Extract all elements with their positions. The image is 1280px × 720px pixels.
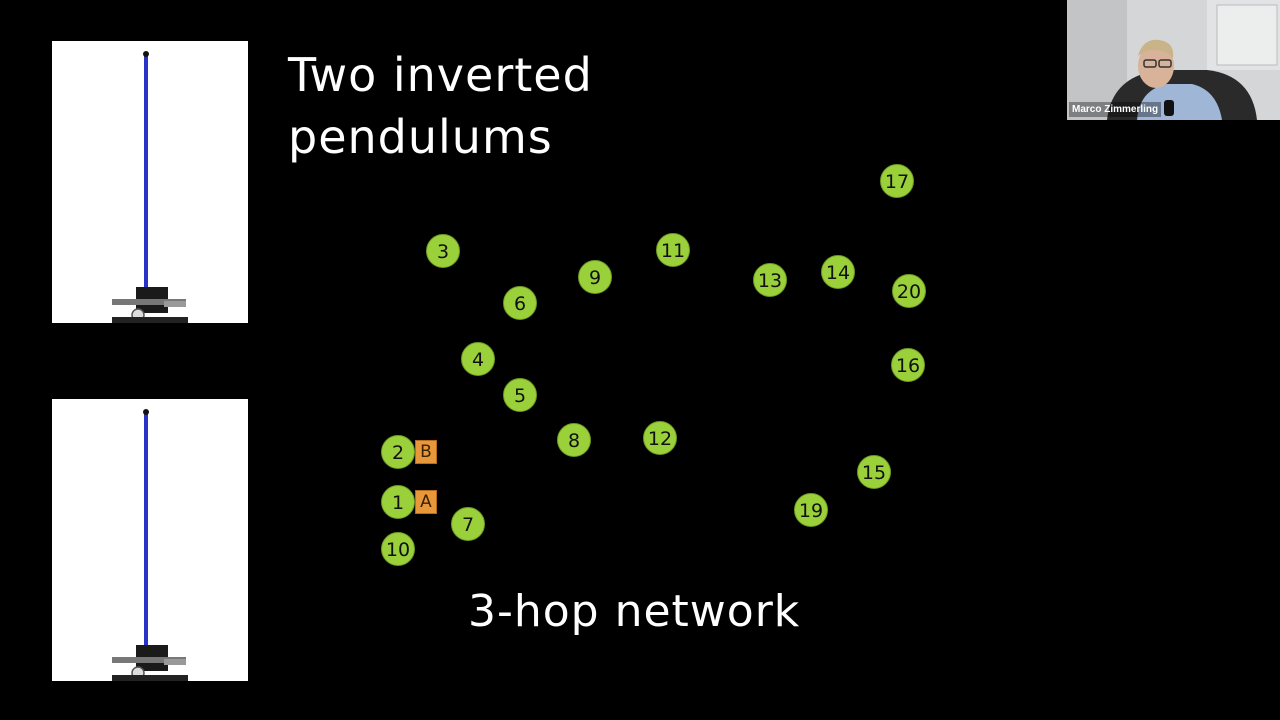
network-node: 1 (381, 485, 415, 519)
pendulum-tag-b: B (415, 440, 437, 464)
participant-video[interactable]: Marco Zimmerling (1067, 0, 1280, 120)
network-node: 7 (451, 507, 485, 541)
network-node: 19 (794, 493, 828, 527)
network-node: 6 (503, 286, 537, 320)
network-node: 10 (381, 532, 415, 566)
network-node: 2 (381, 435, 415, 469)
network-node: 9 (578, 260, 612, 294)
network-node: 13 (753, 263, 787, 297)
network-node: 14 (821, 255, 855, 289)
network-node: 4 (461, 342, 495, 376)
participant-name-label: Marco Zimmerling (1069, 102, 1162, 117)
network-node: 3 (426, 234, 460, 268)
pendulum-tag-a: A (415, 490, 437, 514)
pendulum-photo-bottom (52, 399, 248, 681)
network-node: 5 (503, 378, 537, 412)
slide-title: Two inverted pendulums (288, 48, 593, 164)
slide-caption: 3-hop network (468, 586, 801, 637)
network-node: 16 (891, 348, 925, 382)
speaker-video-frame (1067, 0, 1280, 120)
network-node: 11 (656, 233, 690, 267)
pendulum-photo-top (52, 41, 248, 323)
pendulum-illustration (112, 409, 188, 681)
pendulum-illustration (112, 51, 188, 323)
network-node: 12 (643, 421, 677, 455)
network-node: 17 (880, 164, 914, 198)
network-node: 20 (892, 274, 926, 308)
network-node: 8 (557, 423, 591, 457)
network-node: 15 (857, 455, 891, 489)
